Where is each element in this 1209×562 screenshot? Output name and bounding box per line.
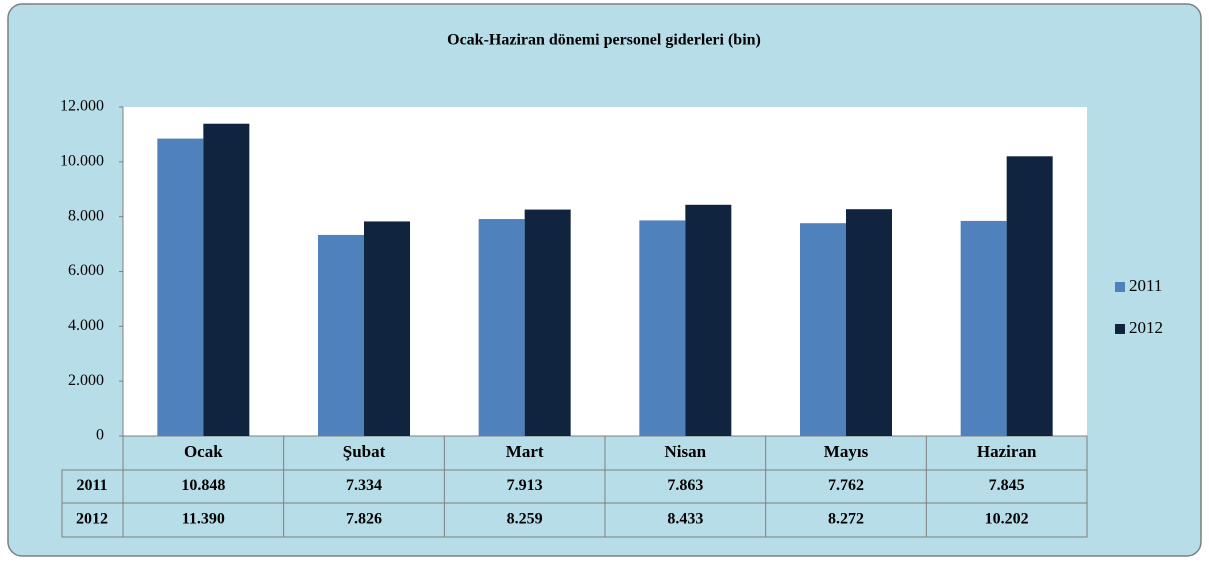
bar — [364, 221, 410, 436]
table-value: 8.259 — [507, 511, 543, 528]
y-tick-label: 2.000 — [68, 372, 104, 389]
table-value: 8.272 — [828, 511, 864, 528]
table-value: 7.334 — [346, 477, 382, 494]
bar — [639, 220, 686, 436]
x-tick-label: Ocak — [184, 442, 223, 461]
table-value: 10.848 — [181, 477, 225, 494]
table-value: 7.826 — [346, 511, 382, 528]
y-tick-label: 12.000 — [60, 98, 104, 115]
table-value: 7.913 — [507, 477, 543, 494]
y-tick-label: 4.000 — [68, 317, 104, 334]
table-row — [61, 502, 1088, 538]
y-tick-label: 6.000 — [68, 262, 104, 279]
bar — [800, 223, 846, 436]
x-tick-label: Şubat — [343, 442, 386, 461]
x-tick-label: Mayıs — [824, 442, 869, 461]
y-tick-label: 10.000 — [60, 153, 104, 170]
y-tick-label: 0 — [96, 427, 104, 444]
x-tick-label: Nisan — [665, 442, 707, 461]
table-row-label: 2012 — [76, 511, 108, 528]
x-tick-label: Haziran — [977, 442, 1037, 461]
table-value: 7.863 — [667, 477, 703, 494]
legend-swatch — [1115, 282, 1125, 292]
chart-title: Ocak-Haziran dönemi personel giderleri (… — [447, 32, 761, 49]
bar — [960, 220, 1007, 436]
table-value: 8.433 — [667, 511, 703, 528]
legend-swatch — [1115, 324, 1125, 334]
bar — [685, 204, 732, 436]
table-value: 10.202 — [985, 511, 1029, 528]
bar — [1006, 156, 1053, 436]
bar — [157, 138, 204, 437]
x-tick-label: Mart — [506, 442, 544, 461]
bar — [478, 219, 525, 436]
y-tick-label: 8.000 — [68, 207, 104, 224]
bar — [524, 209, 571, 436]
legend-label: 2011 — [1129, 276, 1162, 295]
table-value: 7.762 — [828, 477, 864, 494]
table-value: 7.845 — [989, 477, 1025, 494]
plot-area — [123, 107, 1087, 436]
bar — [203, 123, 250, 436]
table-value: 11.390 — [182, 511, 225, 528]
table-row-label: 2011 — [76, 477, 107, 494]
legend-label: 2012 — [1129, 318, 1163, 337]
bar — [846, 209, 892, 436]
bar — [318, 234, 364, 436]
